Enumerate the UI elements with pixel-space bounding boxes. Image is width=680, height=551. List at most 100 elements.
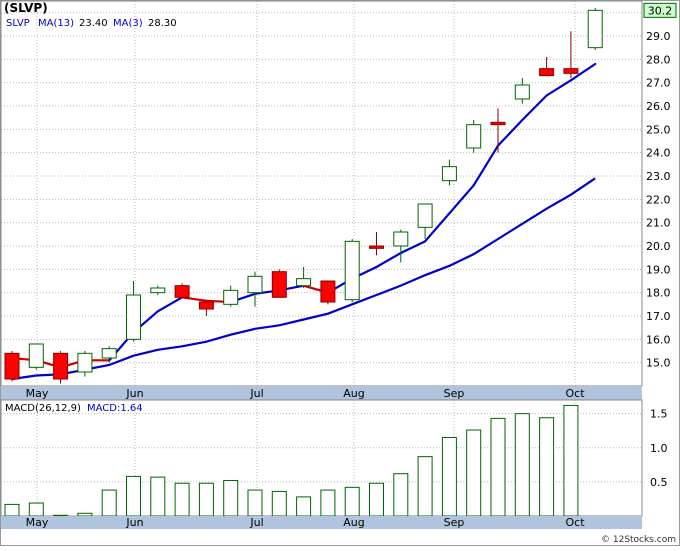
ma3-segment: [448, 184, 475, 215]
macd-value: MACD:1.64: [87, 403, 143, 414]
macd-bar: [28, 502, 44, 517]
ma3-segment: [496, 118, 524, 147]
macd-x-tick-label: Oct: [565, 516, 585, 529]
candlestick: [320, 280, 336, 305]
candlestick: [466, 120, 482, 153]
macd-y-axis: 0.5 1.0 1.5: [650, 408, 668, 489]
legend-ma3-value: 28.30: [148, 18, 177, 29]
price-x-tick-label: Aug: [343, 387, 364, 400]
candle-body-up: [126, 294, 141, 340]
ma3-segment: [424, 212, 451, 243]
macd-x-tick-label: May: [26, 516, 49, 529]
ma3-segment: [521, 94, 548, 122]
candle-body-down: [271, 271, 287, 298]
last-price-tag: [643, 2, 677, 18]
macd-bar: [247, 489, 263, 517]
candlestick: [563, 31, 579, 78]
ticker-title: (SLVP): [4, 1, 48, 15]
price-y-tick-label: 27.0: [646, 77, 671, 90]
ma3-segment: [399, 240, 427, 255]
price-y-tick-label: 26.0: [646, 100, 671, 113]
legend-ma13-label: MA(13): [38, 18, 74, 29]
candle-body-up: [441, 166, 457, 182]
candlestick: [150, 285, 166, 295]
macd-x-tick-label: Jul: [249, 516, 263, 529]
ma13-path: [11, 177, 596, 381]
candle-body-down: [198, 301, 214, 310]
macd-bar: [174, 482, 190, 517]
price-y-tick-label: 24.0: [646, 147, 671, 160]
candlestick: [198, 299, 214, 316]
macd-bar: [344, 486, 360, 517]
macd-bars: [4, 404, 579, 517]
price-x-axis: May Jun Jul Aug Sep Oct: [26, 387, 586, 400]
price-y-tick-label: 28.0: [646, 53, 671, 66]
candle-body-up: [247, 275, 263, 294]
candlestick: [101, 346, 117, 363]
candlestick: [514, 78, 530, 104]
macd-bar: [441, 437, 457, 517]
macd-bar: [223, 480, 239, 517]
candle-body-down: [53, 352, 69, 380]
price-y-tick-label: 20.0: [646, 240, 671, 253]
price-x-tick-label: May: [26, 387, 49, 400]
candle-body-up: [587, 9, 603, 49]
candle-body-down: [490, 121, 506, 126]
macd-bar: [320, 489, 336, 517]
ma3-segment: [156, 296, 184, 313]
candle-body-up: [150, 287, 166, 294]
price-y-tick-label: 25.0: [646, 123, 671, 136]
macd-bar: [466, 429, 482, 517]
candle-body-up: [296, 278, 312, 287]
candle-body-down: [369, 245, 384, 249]
candlestick: [441, 159, 457, 186]
candle-body-up: [101, 348, 117, 359]
macd-bar: [417, 456, 433, 517]
candle-body-down: [320, 280, 336, 303]
candlestick: [417, 203, 433, 239]
candlestick: [369, 232, 384, 256]
candlestick: [53, 351, 69, 384]
candlestick: [539, 57, 555, 77]
legend-ma13-value: 23.40: [79, 18, 108, 29]
macd-bar: [77, 512, 93, 517]
price-x-tick-label: Jul: [249, 387, 263, 400]
candlesticks: [4, 8, 603, 384]
price-x-tick-label: Sep: [444, 387, 465, 400]
macd-bar: [514, 413, 530, 517]
candle-body-up: [344, 240, 360, 301]
price-y-tick-label: 17.0: [646, 310, 671, 323]
candlestick: [296, 267, 312, 288]
ma3-segment: [472, 144, 500, 187]
candle-body-down: [4, 352, 20, 380]
macd-title: MACD(26,12,9): [5, 403, 81, 414]
candlestick: [393, 229, 409, 263]
macd-x-tick-label: Jun: [125, 516, 143, 529]
candlestick: [174, 283, 190, 298]
candle-body-up: [77, 352, 93, 373]
candle-body-up: [466, 124, 482, 149]
ma3-segment: [569, 62, 597, 82]
macd-bar: [150, 476, 166, 517]
price-x-axis-band: [1, 386, 642, 400]
macd-bar: [369, 482, 384, 517]
candlestick: [490, 108, 506, 153]
price-grid: [1, 1, 642, 386]
candlestick: [4, 351, 20, 382]
price-y-tick-label: 21.0: [646, 217, 671, 230]
macd-bar: [296, 496, 312, 517]
candlestick: [587, 8, 603, 50]
candlestick: [28, 343, 44, 370]
candlestick: [126, 281, 141, 342]
legend-ticker: SLVP: [6, 18, 30, 29]
ma13-line: [11, 177, 596, 381]
price-y-tick-label: 19.0: [646, 263, 671, 276]
candle-body-up: [514, 84, 530, 100]
ma3-segment: [181, 296, 208, 302]
candlestick: [77, 351, 93, 377]
candlestick: [344, 239, 360, 302]
macd-y-tick-label: 1.0: [650, 442, 668, 455]
candlestick: [271, 269, 287, 298]
macd-bar: [101, 489, 117, 517]
